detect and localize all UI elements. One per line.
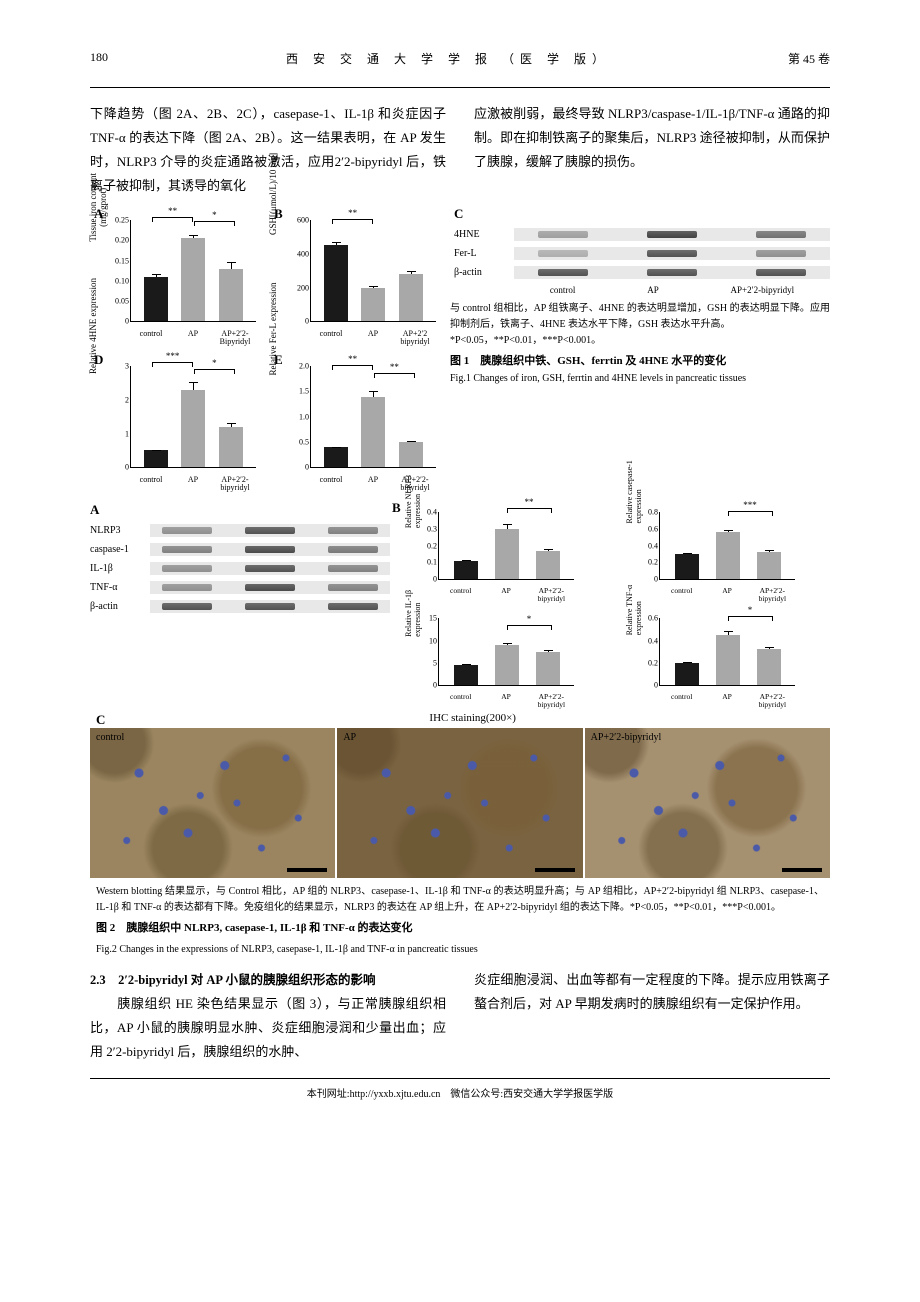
fig1-panel-b: BGSH[(μmol/L)/10 mg]0200400600 **control… <box>270 206 440 346</box>
page-header: 180 西 安 交 通 大 学 学 报 （医 学 版） 第 45 卷 <box>90 50 830 71</box>
figure-1: ATissue iron content(mg/gprot)00.050.100… <box>90 206 830 492</box>
panel-label: A <box>90 502 390 518</box>
fig2-chart-caspase1: Relative casepase-1expression00.20.40.60… <box>627 502 797 602</box>
ihc-tag: AP <box>343 732 356 743</box>
fig1-right-col: C 4HNEFer-Lβ-actincontrolAPAP+2′2-bipyri… <box>450 206 830 387</box>
ihc-control: control <box>90 728 335 878</box>
volume: 第 45 卷 <box>788 50 830 67</box>
ihc-title: IHC staining(200×) <box>115 712 830 724</box>
fig2-caption: Western blotting 结果显示，与 Control 相比，AP 组的… <box>90 884 830 958</box>
fig2-title-cn: 图 2 胰腺组织中 NLRP3, casepase-1, IL-1β 和 TNF… <box>96 920 824 938</box>
page-number: 180 <box>90 50 108 67</box>
scale-bar <box>535 868 575 872</box>
fig1-panel-d: DRelative 4HNE expression0123 ****contro… <box>90 352 260 492</box>
panel-label: B <box>392 500 401 516</box>
section-right-text: 炎症细胞浸润、出血等都有一定程度的下降。提示应用铁离子螯合剂后，对 AP 早期发… <box>474 972 830 1011</box>
scale-bar <box>287 868 327 872</box>
ihc-images: control AP AP+2′2-bipyridyl <box>90 728 830 878</box>
page-footer: 本刊网址:http://yxxb.xjtu.edu.cn 微信公众号:西安交通大… <box>90 1078 830 1100</box>
intro-right: 应激被削弱，最终导致 NLRP3/caspase-1/IL-1β/TNF-α 通… <box>474 102 830 198</box>
western-blot: 4HNEFer-Lβ-actincontrolAPAP+2′2-bipyridy… <box>454 228 830 295</box>
section-left-text: 胰腺组织 HE 染色结果显示（图 3），与正常胰腺组织相比，AP 小鼠的胰腺明显… <box>90 996 446 1059</box>
fig1-panel-e: ERelative Fer-L expression00.51.01.52.0 … <box>270 352 440 492</box>
journal-name: 西 安 交 通 大 学 学 报 （医 学 版） <box>286 50 610 67</box>
section-heading: 2.3 2′2-bipyridyl 对 AP 小鼠的胰腺组织形态的影响 <box>90 973 375 987</box>
ihc-treat: AP+2′2-bipyridyl <box>585 728 830 878</box>
fig2-panel-a: A NLRP3caspase-1IL-1βTNF-αβ-actin <box>90 502 390 619</box>
panel-label: C <box>96 712 105 728</box>
figure-2: A NLRP3caspase-1IL-1βTNF-αβ-actin B Rela… <box>90 502 830 958</box>
fig1-caption: 与 control 组相比，AP 组铁离子、4HNE 的表达明显增加，GSH 的… <box>450 301 830 387</box>
fig2-chart-tnfa: Relative TNF-αexpression00.20.40.6 *cont… <box>627 608 797 708</box>
ihc-tag: control <box>96 732 124 743</box>
fig1-caption-cn: 与 control 组相比，AP 组铁离子、4HNE 的表达明显增加，GSH 的… <box>450 301 830 333</box>
panel-label: C <box>454 206 830 222</box>
fig2-chart-il1b: Relative IL-1βexpression051015 *controlA… <box>406 608 576 708</box>
fig1-panel-c: C 4HNEFer-Lβ-actincontrolAPAP+2′2-bipyri… <box>450 206 830 295</box>
scale-bar <box>782 868 822 872</box>
fig1-caption-p: *P<0.05，**P<0.01，***P<0.001。 <box>450 333 830 349</box>
header-rule <box>90 87 830 88</box>
fig1-title-cn: 图 1 胰腺组织中铁、GSH、ferrtin 及 4HNE 水平的变化 <box>450 353 830 371</box>
section-2-3: 2.3 2′2-bipyridyl 对 AP 小鼠的胰腺组织形态的影响 胰腺组织… <box>90 968 830 1064</box>
fig1-title-en: Fig.1 Changes of iron, GSH, ferrtin and … <box>450 371 830 387</box>
fig2-title-en: Fig.2 Changes in the expressions of NLRP… <box>96 942 824 958</box>
intro-columns: 下降趋势（图 2A、2B、2C），casepase-1、IL-1β 和炎症因子 … <box>90 102 830 198</box>
fig1-bar-grid: ATissue iron content(mg/gprot)00.050.100… <box>90 206 440 492</box>
western-blot: NLRP3caspase-1IL-1βTNF-αβ-actin <box>90 524 390 613</box>
ihc-ap: AP <box>337 728 582 878</box>
fig1-panel-a: ATissue iron content(mg/gprot)00.050.100… <box>90 206 260 346</box>
fig2-panel-b: B Relative NLRP3expression00.10.20.30.4 … <box>406 502 830 708</box>
ihc-tag: AP+2′2-bipyridyl <box>591 732 662 743</box>
fig2-caption-cn: Western blotting 结果显示，与 Control 相比，AP 组的… <box>96 884 824 916</box>
fig2-chart-nlrp3: Relative NLRP3expression00.10.20.30.4 **… <box>406 502 576 602</box>
